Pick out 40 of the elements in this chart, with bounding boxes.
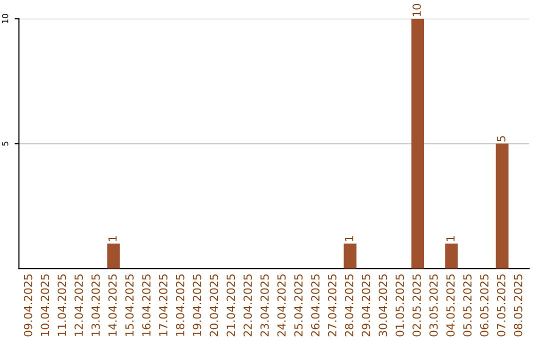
x-tick-label: 28.04.2025 xyxy=(344,274,354,336)
x-tick-label: 05.05.2025 xyxy=(463,274,472,336)
x-tick-label: 26.04.2025 xyxy=(311,274,320,336)
x-tick-label: 09.04.2025 xyxy=(24,274,32,336)
x-tick-label: 19.04.2025 xyxy=(192,274,202,336)
bar xyxy=(344,244,356,269)
x-tick-label: 20.04.2025 xyxy=(210,274,218,336)
x-tick-label: 01.05.2025 xyxy=(396,274,404,336)
x-tick-label: 16.04.2025 xyxy=(142,274,151,336)
bar xyxy=(411,18,424,269)
x-tick-label: 30.04.2025 xyxy=(378,274,388,336)
x-tick-label: 27.04.2025 xyxy=(328,274,336,336)
x-tick-label: 25.04.2025 xyxy=(294,274,303,336)
data-label: 1 xyxy=(108,236,117,241)
x-tick-label: 14.04.2025 xyxy=(108,274,117,336)
x-tick-label: 17.04.2025 xyxy=(159,274,168,336)
bar xyxy=(107,244,120,269)
x-tick-label: 15.04.2025 xyxy=(125,274,134,336)
x-tick-label: 04.05.2025 xyxy=(446,274,455,336)
x-tick-label: 11.04.2025 xyxy=(58,274,66,336)
x-tick-label: 13.04.2025 xyxy=(91,274,100,336)
data-label: 10 xyxy=(412,4,421,16)
x-tick-label: 02.05.2025 xyxy=(412,274,421,336)
bar xyxy=(496,144,508,269)
x-tick-label: 21.04.2025 xyxy=(226,274,236,336)
x-tick-label: 10.04.2025 xyxy=(40,274,50,336)
x-tick-label: 22.04.2025 xyxy=(244,274,252,336)
bar xyxy=(445,244,458,269)
x-tick-label: 03.05.2025 xyxy=(429,274,438,336)
data-label: 1 xyxy=(446,236,455,241)
x-tick-label: 06.05.2025 xyxy=(480,274,488,336)
data-label: 5 xyxy=(497,136,506,142)
x-tick-label: 12.04.2025 xyxy=(74,274,83,336)
x-tick-label: 18.04.2025 xyxy=(176,274,184,336)
x-tick-label: 24.04.2025 xyxy=(277,274,286,336)
x-tick-label: 29.04.2025 xyxy=(362,274,370,336)
x-tick-label: 08.05.2025 xyxy=(514,274,522,336)
data-label: 1 xyxy=(345,236,354,241)
x-tick-label: 07.05.2025 xyxy=(496,274,506,336)
x-tick-label: 23.04.2025 xyxy=(260,274,269,336)
